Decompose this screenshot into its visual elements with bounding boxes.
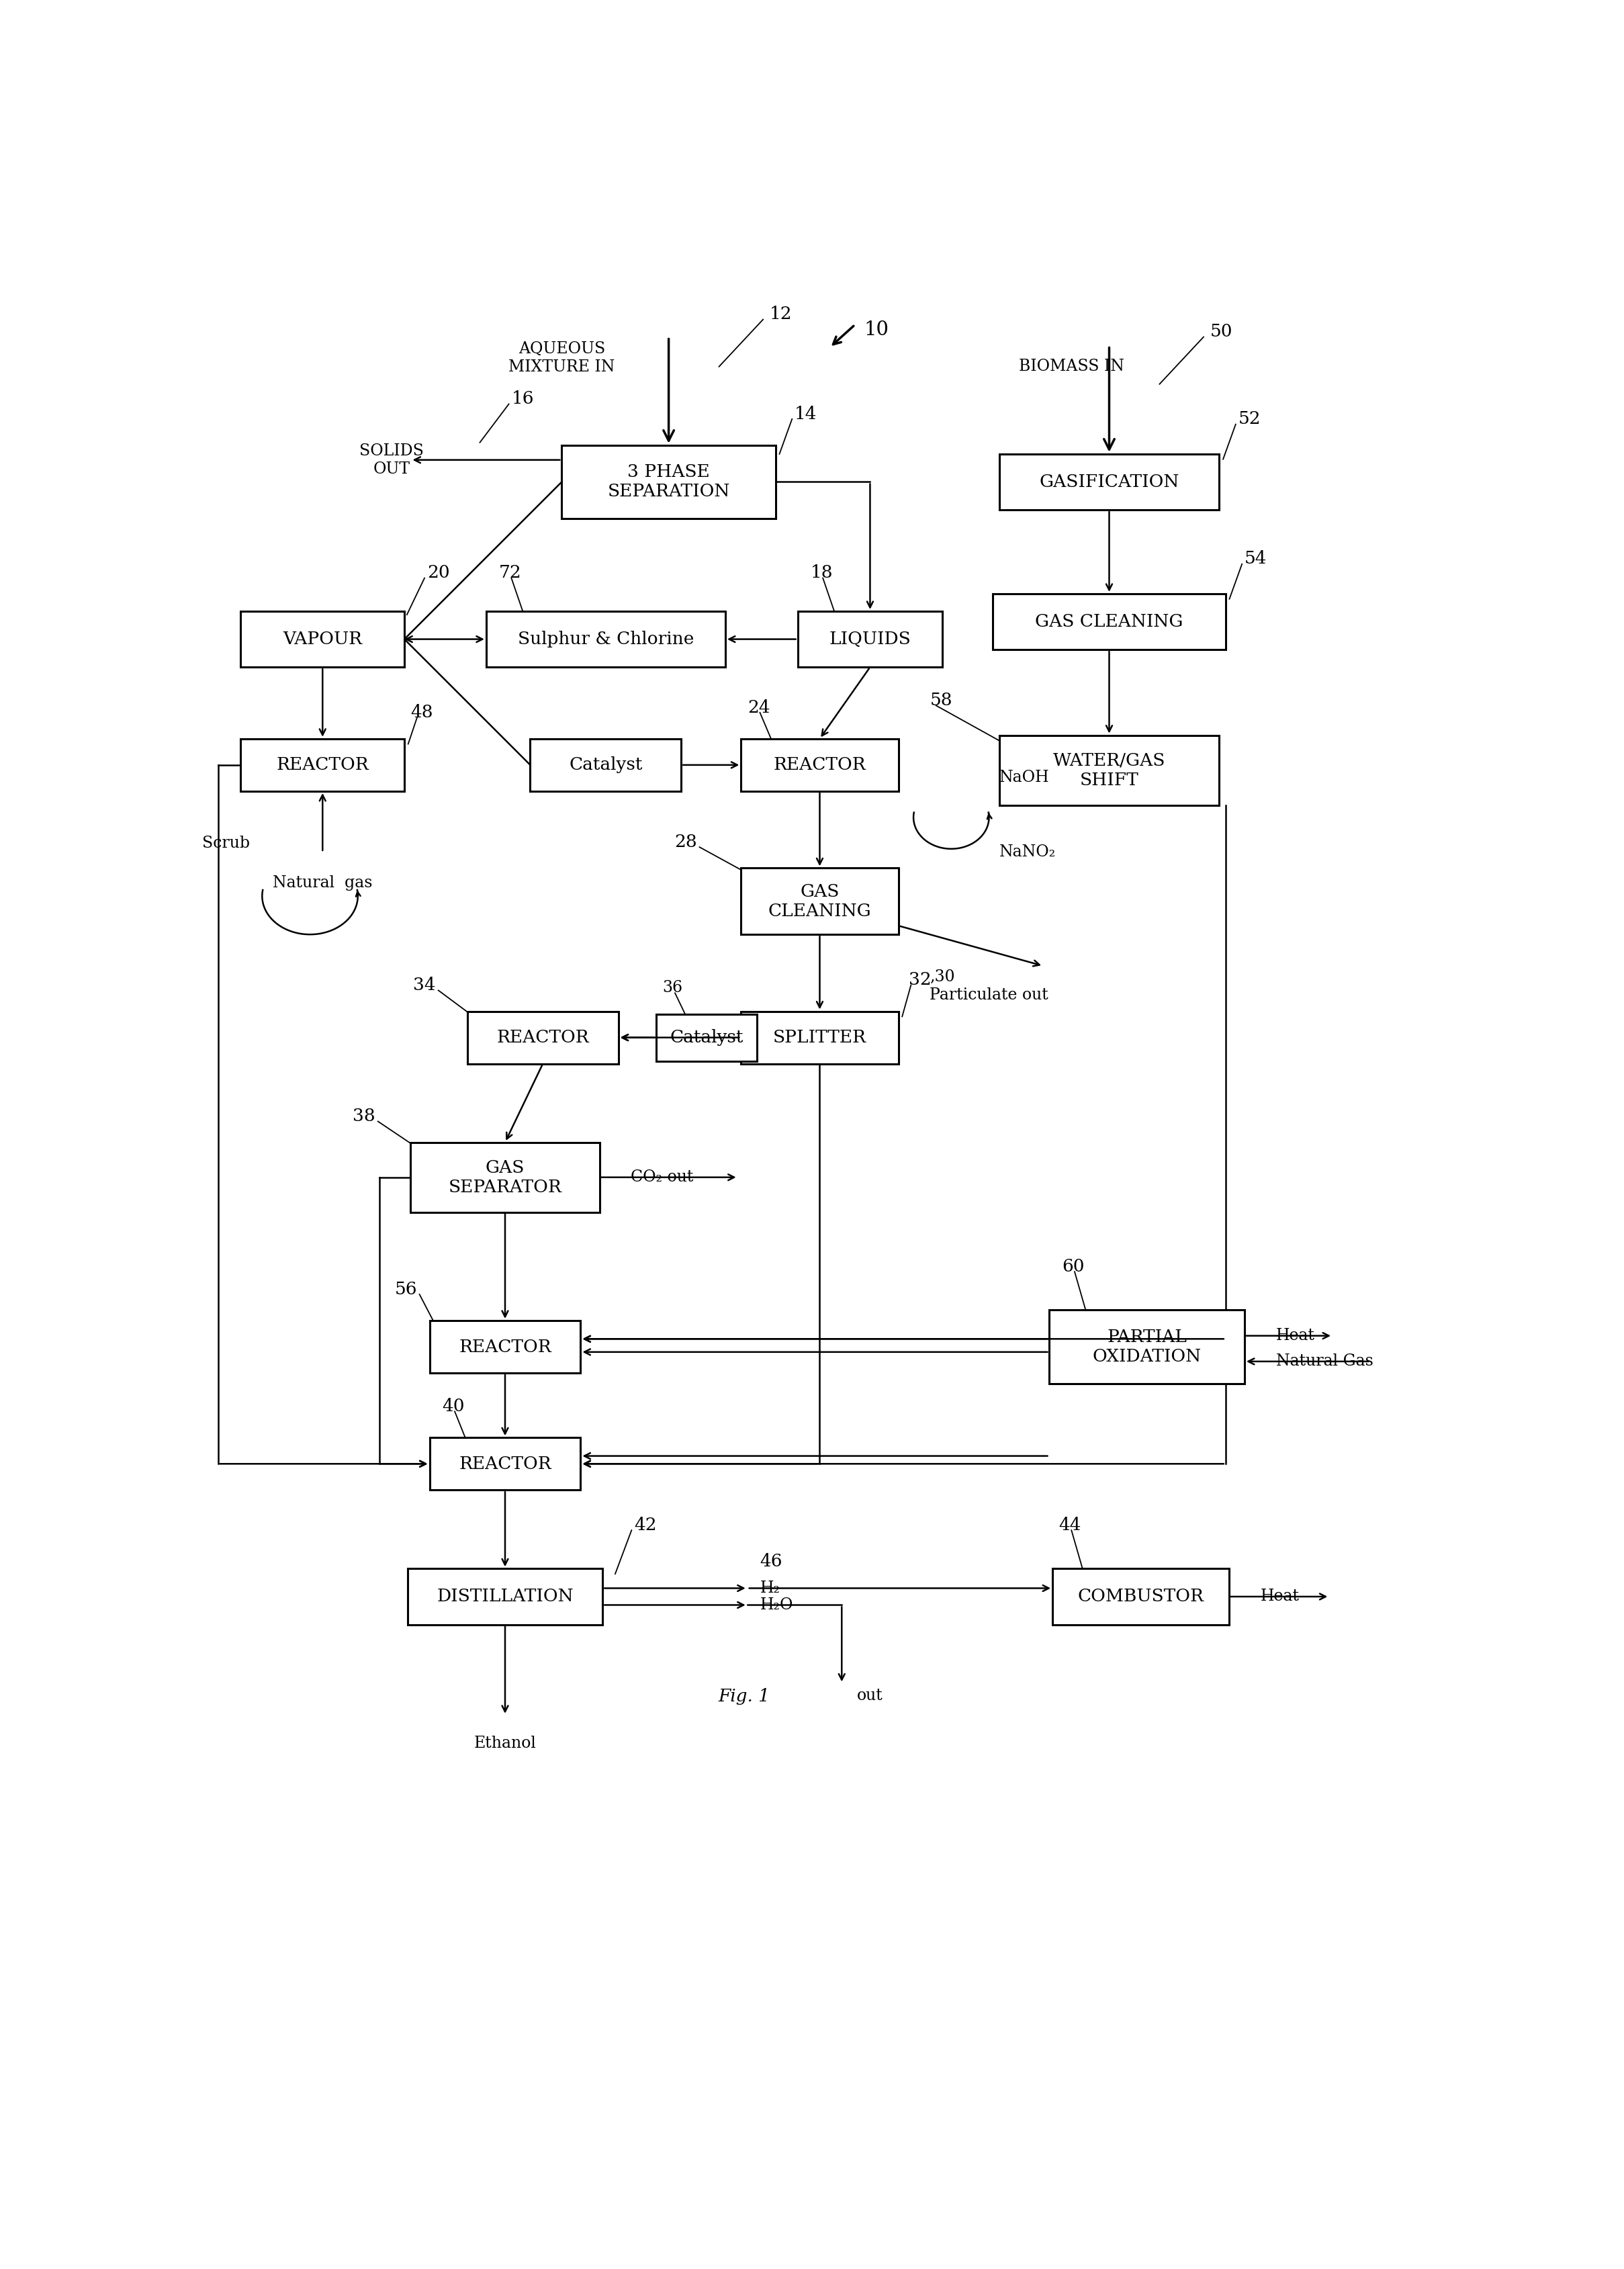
Text: H₂: H₂ bbox=[760, 1581, 780, 1595]
Text: 36: 36 bbox=[663, 980, 682, 996]
FancyBboxPatch shape bbox=[656, 1014, 757, 1062]
Text: 34: 34 bbox=[412, 976, 435, 994]
FancyBboxPatch shape bbox=[741, 869, 898, 935]
Text: CO₂ out: CO₂ out bbox=[632, 1169, 693, 1184]
Text: 42: 42 bbox=[633, 1516, 656, 1534]
Text: Natural Gas: Natural Gas bbox=[1276, 1355, 1374, 1368]
Text: PARTIAL
OXIDATION: PARTIAL OXIDATION bbox=[1093, 1330, 1202, 1366]
Text: SPLITTER: SPLITTER bbox=[773, 1030, 866, 1046]
FancyBboxPatch shape bbox=[999, 735, 1220, 805]
FancyBboxPatch shape bbox=[411, 1141, 599, 1212]
Text: LIQUIDS: LIQUIDS bbox=[830, 631, 911, 647]
FancyBboxPatch shape bbox=[240, 740, 404, 792]
FancyBboxPatch shape bbox=[468, 1012, 619, 1064]
FancyBboxPatch shape bbox=[429, 1321, 581, 1373]
Text: 18: 18 bbox=[810, 565, 833, 581]
Text: VAPOUR: VAPOUR bbox=[283, 631, 362, 647]
Text: Scrub: Scrub bbox=[201, 835, 250, 851]
Text: BIOMASS IN: BIOMASS IN bbox=[1018, 359, 1124, 374]
Text: REACTOR: REACTOR bbox=[460, 1454, 551, 1473]
Text: Natural  gas: Natural gas bbox=[273, 876, 372, 889]
FancyBboxPatch shape bbox=[486, 610, 726, 667]
FancyBboxPatch shape bbox=[992, 594, 1226, 649]
Text: 48: 48 bbox=[411, 703, 434, 722]
Text: DISTILLATION: DISTILLATION bbox=[437, 1588, 573, 1604]
Text: SOLIDS
OUT: SOLIDS OUT bbox=[359, 442, 424, 476]
Text: 14: 14 bbox=[794, 406, 817, 422]
Text: GASIFICATION: GASIFICATION bbox=[1039, 474, 1179, 490]
Text: 12: 12 bbox=[770, 306, 793, 322]
Text: 16: 16 bbox=[512, 390, 534, 406]
Text: AQUEOUS
MIXTURE IN: AQUEOUS MIXTURE IN bbox=[508, 340, 615, 374]
Text: REACTOR: REACTOR bbox=[497, 1030, 590, 1046]
Text: Fig. 1: Fig. 1 bbox=[718, 1688, 770, 1704]
Text: Heat: Heat bbox=[1276, 1327, 1315, 1343]
Text: REACTOR: REACTOR bbox=[460, 1339, 551, 1355]
FancyBboxPatch shape bbox=[1052, 1568, 1229, 1625]
Text: NaNO₂: NaNO₂ bbox=[999, 844, 1056, 860]
Text: 52: 52 bbox=[1237, 411, 1260, 427]
Text: 72: 72 bbox=[499, 565, 521, 581]
Text: GAS
CLEANING: GAS CLEANING bbox=[768, 883, 872, 919]
Text: GAS
SEPARATOR: GAS SEPARATOR bbox=[448, 1159, 562, 1196]
Text: H₂O: H₂O bbox=[760, 1597, 793, 1613]
Text: Heat: Heat bbox=[1260, 1588, 1299, 1604]
Text: Ethanol: Ethanol bbox=[474, 1736, 536, 1752]
Text: ,30
Particulate out: ,30 Particulate out bbox=[931, 969, 1049, 1003]
Text: 3 PHASE
SEPARATION: 3 PHASE SEPARATION bbox=[607, 463, 729, 499]
FancyBboxPatch shape bbox=[529, 740, 682, 792]
Text: 46: 46 bbox=[760, 1552, 783, 1570]
Text: WATER/GAS
SHIFT: WATER/GAS SHIFT bbox=[1052, 751, 1166, 787]
Text: 44: 44 bbox=[1059, 1516, 1082, 1534]
FancyBboxPatch shape bbox=[240, 610, 404, 667]
Text: 58: 58 bbox=[931, 692, 952, 708]
Text: REACTOR: REACTOR bbox=[773, 756, 866, 774]
Text: Sulphur & Chlorine: Sulphur & Chlorine bbox=[518, 631, 693, 647]
Text: out: out bbox=[857, 1688, 883, 1704]
FancyBboxPatch shape bbox=[562, 445, 776, 520]
FancyBboxPatch shape bbox=[797, 610, 942, 667]
Text: 54: 54 bbox=[1244, 551, 1267, 567]
Text: COMBUSTOR: COMBUSTOR bbox=[1078, 1588, 1203, 1604]
Text: 50: 50 bbox=[1210, 322, 1233, 340]
Text: 10: 10 bbox=[864, 320, 888, 340]
FancyBboxPatch shape bbox=[999, 454, 1220, 511]
Text: REACTOR: REACTOR bbox=[276, 756, 369, 774]
Text: Catalyst: Catalyst bbox=[669, 1030, 744, 1046]
Text: Catalyst: Catalyst bbox=[568, 756, 643, 774]
Text: 32: 32 bbox=[908, 971, 931, 989]
Text: NaOH: NaOH bbox=[999, 769, 1049, 785]
FancyBboxPatch shape bbox=[741, 740, 898, 792]
Text: 38: 38 bbox=[352, 1107, 375, 1125]
FancyBboxPatch shape bbox=[1049, 1309, 1244, 1384]
Text: 24: 24 bbox=[747, 699, 770, 715]
FancyBboxPatch shape bbox=[741, 1012, 898, 1064]
Text: 60: 60 bbox=[1062, 1257, 1085, 1275]
Text: 20: 20 bbox=[427, 565, 450, 581]
Text: GAS CLEANING: GAS CLEANING bbox=[1034, 613, 1184, 631]
Text: 40: 40 bbox=[442, 1398, 464, 1414]
FancyBboxPatch shape bbox=[408, 1568, 603, 1625]
FancyBboxPatch shape bbox=[429, 1439, 581, 1491]
Text: 56: 56 bbox=[395, 1280, 417, 1298]
Text: 28: 28 bbox=[674, 833, 697, 851]
